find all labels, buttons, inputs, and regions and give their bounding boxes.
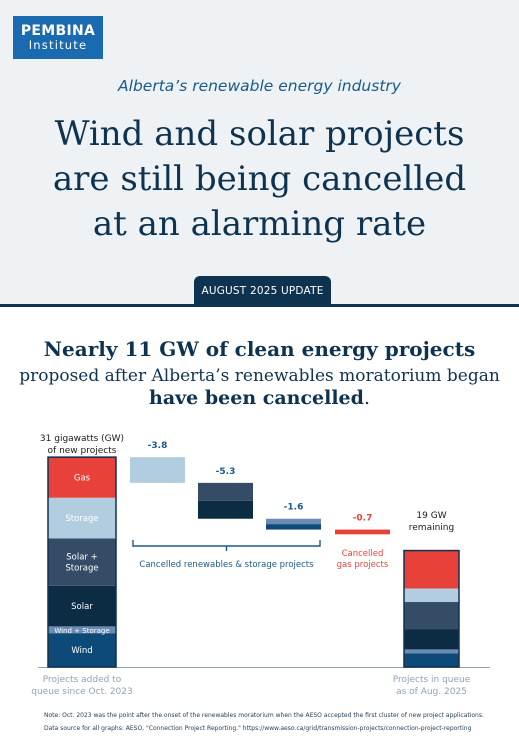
change-bar-4-part	[335, 529, 390, 535]
headline-line-3: at an alarming rate	[92, 204, 427, 244]
renewables-group-label: Cancelled renewables & storage projects	[139, 560, 314, 570]
end-segment-gas	[404, 550, 459, 589]
end-axis-label: Projects in queue	[393, 675, 471, 685]
start-segment-label: Storage	[65, 564, 98, 574]
gas-group-label: Cancelled	[342, 549, 384, 559]
start-segment-label: Wind + Storage	[54, 627, 109, 635]
start-axis-label: Projects added to	[43, 675, 122, 685]
subtitle-line-2: proposed after Alberta’s renewables mora…	[19, 366, 500, 386]
start-segment-label: Wind	[71, 646, 92, 656]
footnote: Note: Oct. 2023 was the point after the …	[44, 712, 484, 719]
change-bar-3-part	[266, 518, 321, 525]
update-badge: AUGUST 2025 UPDATE	[194, 276, 331, 307]
logo-line-1: PEMBINA	[20, 23, 96, 39]
end-segment-solar-storage	[404, 602, 459, 630]
renewables-bracket	[132, 540, 321, 551]
end-segment-storage	[404, 588, 459, 603]
change-bar-2-part	[198, 482, 253, 501]
change-value-label: -3.8	[148, 441, 168, 451]
start-segment-solar	[48, 585, 116, 627]
change-bar-2-part	[198, 500, 253, 519]
headline-line-2: are still being cancelled	[52, 159, 467, 199]
start-bar-outline	[47, 456, 117, 668]
change-bar-1-part	[130, 457, 185, 483]
start-segment-label: Solar +	[66, 553, 98, 563]
start-segment-wind	[48, 633, 116, 667]
subtitle-emphasis: have been cancelled	[149, 387, 364, 409]
end-segment-solar	[404, 629, 459, 650]
start-segment-gas	[48, 457, 116, 498]
end-segment-wind-storage	[404, 649, 459, 654]
change-bar-3-part	[266, 524, 321, 530]
start-segment-solar-storage	[48, 538, 116, 586]
end-bar-label: 19 GW	[416, 511, 446, 521]
source-note: Data source for all graphs: AESO, "Conne…	[44, 725, 472, 732]
end-segment-wind	[404, 653, 459, 667]
subtitle-line-1: Nearly 11 GW of clean energy projects	[43, 337, 476, 361]
change-value-label: -5.3	[216, 467, 236, 477]
start-segment-storage	[48, 497, 116, 539]
headline-line-1: Wind and solar projects	[54, 114, 465, 154]
pembina-logo[interactable]: PEMBINA Institute	[13, 16, 103, 59]
end-bar-outline	[403, 549, 460, 668]
start-bar-label: 31 gigawatts (GW)	[40, 434, 124, 444]
change-value-label: -0.7	[353, 514, 373, 524]
headline: Wind and solar projects are still being …	[0, 112, 519, 247]
kicker-text: Alberta’s renewable energy industry	[118, 77, 401, 95]
start-segment-wind-storage	[48, 626, 116, 634]
start-bar-label: of new projects	[48, 446, 117, 456]
start-axis-label: queue since Oct. 2023	[31, 687, 132, 697]
subtitle-line-3: have been cancelled.	[0, 387, 519, 409]
start-segment-label: Solar	[71, 602, 93, 612]
logo-line-2: Institute	[28, 38, 88, 52]
start-segment-label: Gas	[74, 473, 91, 483]
subtitle-period: .	[363, 387, 370, 409]
start-segment-label: Storage	[65, 514, 98, 524]
gas-group-label: gas projects	[337, 560, 389, 570]
end-bar-label: remaining	[409, 523, 454, 533]
change-value-label: -1.6	[284, 503, 304, 513]
end-axis-label: as of Aug. 2025	[396, 687, 467, 697]
